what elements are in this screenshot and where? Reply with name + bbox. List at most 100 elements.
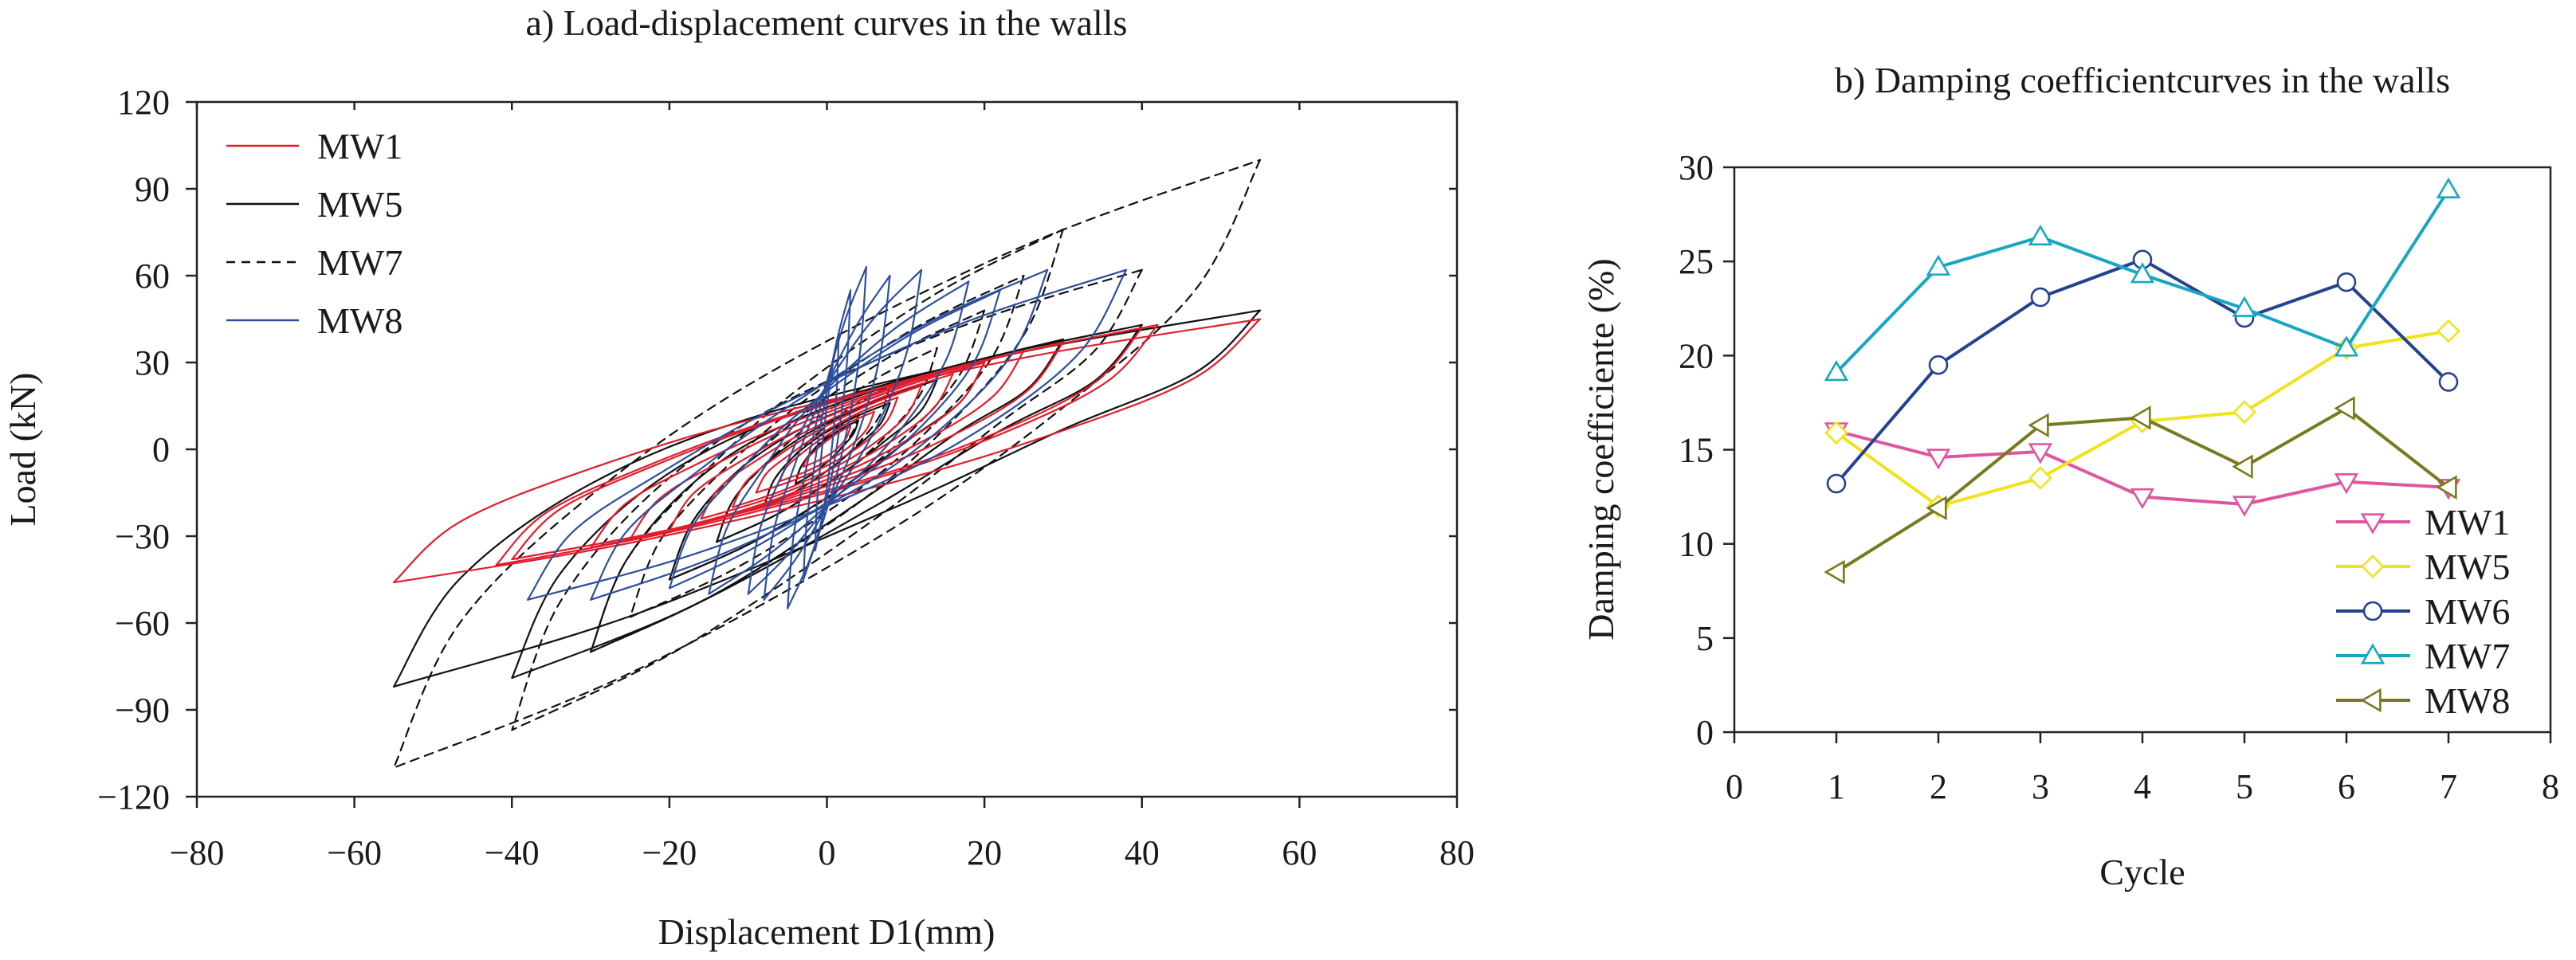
x-tick-label: 3 [2032, 767, 2049, 806]
mw8-data-point [2232, 454, 2253, 480]
mw8-series [1824, 396, 2457, 585]
legend-mw5-label: MW5 [2425, 547, 2510, 587]
mw8-hysteresis [526, 266, 1128, 609]
x-tick-label: 20 [967, 833, 1002, 872]
y-tick-label: 120 [117, 83, 170, 122]
mw8-loop [814, 332, 840, 552]
load-displacement-chart: a) Load-displacement curves in the walls… [2, 2, 1475, 952]
mw1-loop [392, 318, 1262, 584]
legend-mw5-marker [2361, 554, 2385, 578]
mw7-data-point [2436, 177, 2461, 199]
x-tick-label: 40 [1125, 833, 1160, 872]
x-tick-label: 80 [1439, 833, 1475, 872]
chart-a-axes-ticks: −80 −60 −40 −20 0 20 40 60 80 −120 −90 −60 −30 0 30 60 9… [97, 83, 1475, 872]
mw7-data-point [1824, 360, 1849, 382]
mw8-loop [668, 289, 1001, 590]
mw1-data-point [1926, 449, 1951, 470]
y-tick-label: −60 [115, 604, 170, 643]
x-tick-label: −60 [327, 833, 382, 872]
x-tick-label: 4 [2134, 767, 2151, 806]
chart-b-y-axis-label: Damping coefficiente (%) [1581, 258, 1621, 640]
legend-mw7-marker [2360, 643, 2386, 664]
legend-mw8-label: MW8 [317, 300, 402, 341]
mw8-loop [747, 268, 923, 595]
y-tick-label: 0 [152, 430, 170, 469]
x-tick-label: 5 [2236, 767, 2253, 806]
chart-b-axes-ticks: 0 1 2 3 4 5 6 7 8 0 5 10 15 20 25 30 [1679, 148, 2559, 806]
x-tick-label: 6 [2338, 767, 2355, 806]
chart-a-y-axis-label: Load (kN) [2, 373, 43, 527]
mw5-data-point [2437, 319, 2460, 343]
legend-mw6-marker [2362, 601, 2383, 621]
legend-mw1-label: MW1 [317, 126, 402, 167]
mw6-series [1826, 249, 2459, 494]
chart-a-title: a) Load-displacement curves in the walls [526, 2, 1128, 43]
mw8-data-point [2436, 475, 2457, 500]
mw7-data-point [2334, 335, 2359, 357]
y-tick-label: 5 [1696, 619, 1714, 658]
chart-a-x-axis-label: Displacement D1(mm) [658, 911, 995, 952]
legend-mw7-label: MW7 [2425, 636, 2510, 676]
y-tick-label: 20 [1679, 336, 1714, 375]
y-tick-label: 60 [135, 257, 170, 296]
y-tick-label: 15 [1679, 431, 1714, 470]
mw6-data-point [2030, 287, 2051, 308]
mw7-series [1824, 177, 2461, 382]
mw5-loop [794, 419, 860, 485]
hysteresis-loops [392, 159, 1262, 769]
x-tick-label: 0 [1726, 767, 1743, 806]
x-tick-label: 60 [1282, 833, 1317, 872]
mw8-loop [526, 268, 1128, 601]
mw1-data-point [2028, 443, 2053, 464]
mw6-data-point [1928, 355, 1949, 375]
damping-coefficient-chart: b) Damping coefficientcurves in the wall… [1581, 60, 2559, 892]
y-tick-label: −30 [115, 517, 170, 556]
mw8-data-point [2130, 406, 2151, 430]
mw8-data-point [2334, 396, 2355, 421]
x-tick-label: −40 [485, 833, 540, 872]
chart-a-legend: MW1 MW5 MW7 MW8 [226, 126, 402, 341]
y-tick-label: −90 [115, 691, 170, 730]
mw5-data-point [2232, 400, 2256, 425]
y-tick-label: 90 [135, 170, 170, 209]
mw7-hysteresis [392, 159, 1262, 769]
x-tick-label: −20 [642, 833, 697, 872]
mw7-data-point [1926, 254, 1951, 276]
mw1-series [1824, 422, 2461, 517]
mw8-data-point [2028, 413, 2049, 438]
y-tick-label: 10 [1679, 525, 1714, 564]
mw1-data-point [2130, 488, 2155, 510]
mw5-data-point [2028, 466, 2052, 490]
mw1-loop [700, 373, 954, 520]
chart-b-x-axis-label: Cycle [2099, 852, 2185, 892]
legend-mw7-label: MW7 [317, 242, 402, 283]
legend-mw6-label: MW6 [2425, 591, 2510, 632]
y-tick-label: 25 [1679, 242, 1714, 281]
x-tick-label: −80 [170, 833, 225, 872]
legend-mw5-label: MW5 [317, 184, 402, 225]
chart-b-title: b) Damping coefficientcurves in the wall… [1835, 60, 2450, 100]
mw8-loop [590, 268, 1049, 601]
x-tick-label: 8 [2542, 767, 2559, 806]
x-tick-label: 0 [819, 833, 836, 872]
mw8-data-point [1926, 496, 1947, 521]
mw7-loop [392, 159, 1262, 769]
mw1-loop [495, 323, 1159, 566]
damping-series [1824, 177, 2461, 585]
mw7-data-point [2028, 224, 2053, 246]
mw6-data-point [1826, 473, 1847, 494]
x-tick-label: 1 [1828, 767, 1845, 806]
legend-mw1-label: MW1 [2425, 502, 2510, 543]
x-tick-label: 7 [2440, 767, 2457, 806]
mw8-data-point [1824, 559, 1845, 585]
y-tick-label: −120 [97, 778, 170, 817]
legend-mw8-marker [2360, 688, 2382, 713]
mw7-loop [629, 274, 1025, 618]
mw1-data-point [2334, 473, 2359, 495]
mw6-data-point [2336, 272, 2357, 292]
mw1-data-point [2232, 496, 2257, 517]
mw7-data-point [2130, 262, 2155, 284]
x-tick-label: 2 [1930, 767, 1947, 806]
mw1-loop [802, 425, 852, 468]
